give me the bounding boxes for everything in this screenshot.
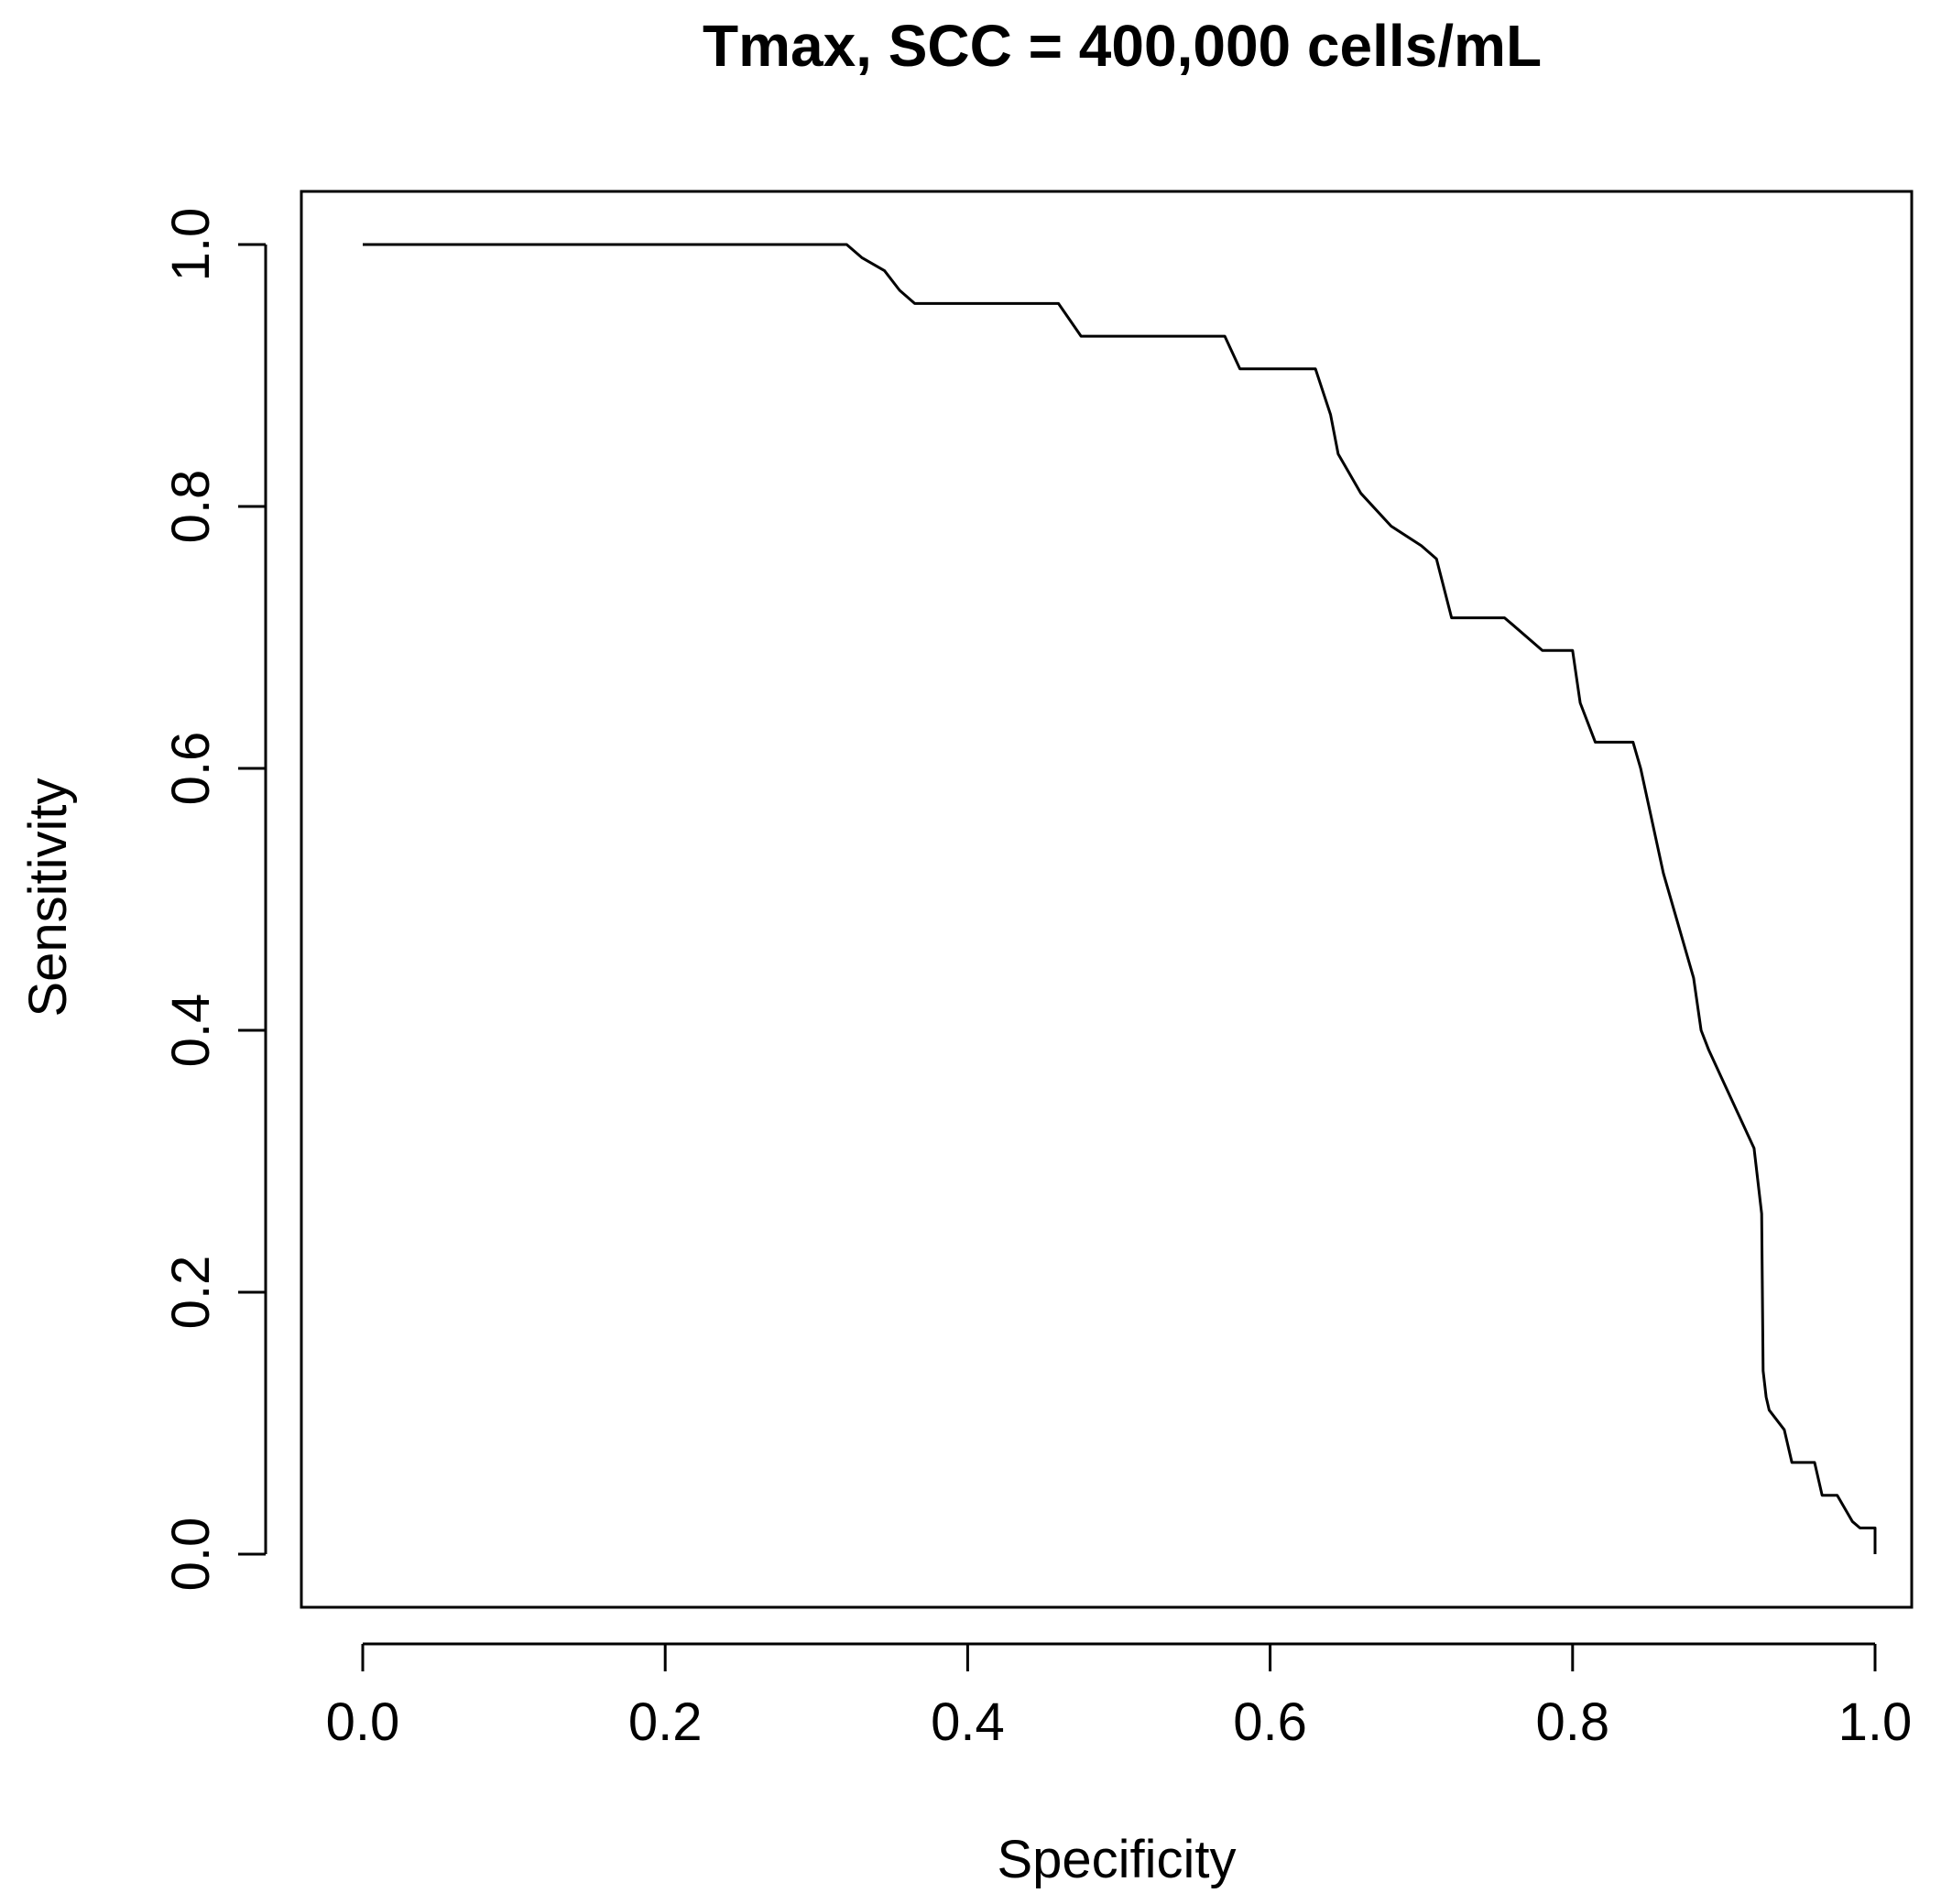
x-axis-label: Specificity	[997, 1830, 1236, 1889]
y-tick-label: 0.6	[161, 732, 221, 806]
y-tick-label: 0.2	[161, 1256, 221, 1330]
y-axis: 0.0 0.2 0.4 0.6 0.8 1.0	[161, 208, 267, 1592]
x-tick-label: 0.2	[628, 1692, 703, 1752]
y-tick-label: 0.8	[161, 470, 221, 544]
y-tick-label: 0.4	[161, 994, 221, 1068]
roc-curve-line	[363, 243, 1877, 1554]
x-tick-label: 0.4	[931, 1692, 1005, 1752]
x-axis: 0.0 0.2 0.4 0.6 0.8 1.0	[326, 1642, 1913, 1752]
plot-frame	[300, 190, 1914, 1609]
chart-title: Tmax, SCC = 400,000 cells/mL	[703, 13, 1542, 79]
y-tick-label: 0.0	[161, 1518, 221, 1592]
x-tick-label: 0.0	[326, 1692, 400, 1752]
x-tick-label: 0.8	[1535, 1692, 1609, 1752]
y-axis-label: Sensitivity	[18, 778, 78, 1017]
x-tick-label: 1.0	[1838, 1692, 1913, 1752]
y-tick-label: 1.0	[161, 208, 221, 282]
x-tick-label: 0.6	[1233, 1692, 1307, 1752]
